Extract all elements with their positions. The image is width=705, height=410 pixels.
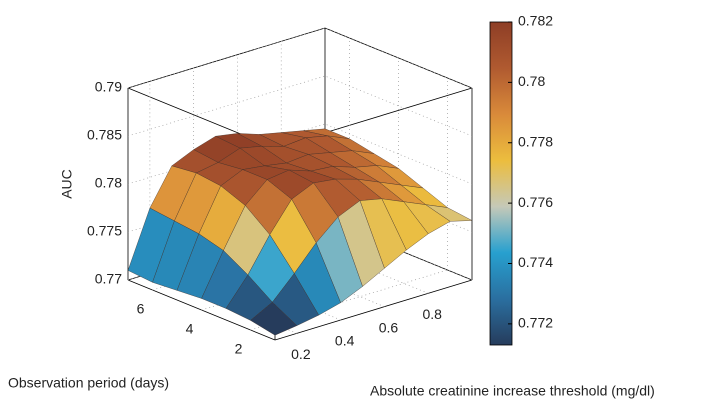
z-tick-label: 0.77: [95, 271, 122, 287]
z-tick-label: 0.79: [95, 79, 122, 95]
colorbar-tick-label: 0.776: [518, 194, 553, 210]
colorbar: [489, 21, 513, 346]
y-tick-label: 6: [137, 301, 145, 317]
grid-line: [127, 75, 326, 137]
z-tick-label: 0.785: [87, 127, 122, 143]
x-tick-label: 0.8: [422, 306, 442, 322]
y-axis-label: Observation period (days): [8, 375, 169, 391]
x-tick-label: 0.2: [291, 346, 311, 362]
y-tick-label: 2: [235, 341, 243, 357]
colorbar-tick-label: 0.772: [518, 315, 553, 331]
grid-line: [324, 27, 473, 89]
y-tick-label: 4: [186, 321, 194, 337]
x-tick-label: 0.4: [335, 333, 355, 349]
surface-patch: [250, 301, 298, 336]
colorbar-tick-label: 0.774: [518, 254, 553, 270]
x-tick-label: 0.6: [379, 319, 399, 335]
colorbar-tick-label: 0.78: [518, 73, 545, 89]
box-edge: [127, 27, 326, 89]
box-edge: [274, 279, 473, 341]
z-axis-label: AUC: [59, 169, 75, 199]
z-tick-label: 0.775: [87, 223, 122, 239]
colorbar-tick-label: 0.778: [518, 133, 553, 149]
x-axis-label: Absolute creatinine increase threshold (…: [370, 383, 655, 399]
colorbar-tick-label: 0.782: [518, 13, 553, 29]
z-tick-label: 0.78: [95, 175, 122, 191]
